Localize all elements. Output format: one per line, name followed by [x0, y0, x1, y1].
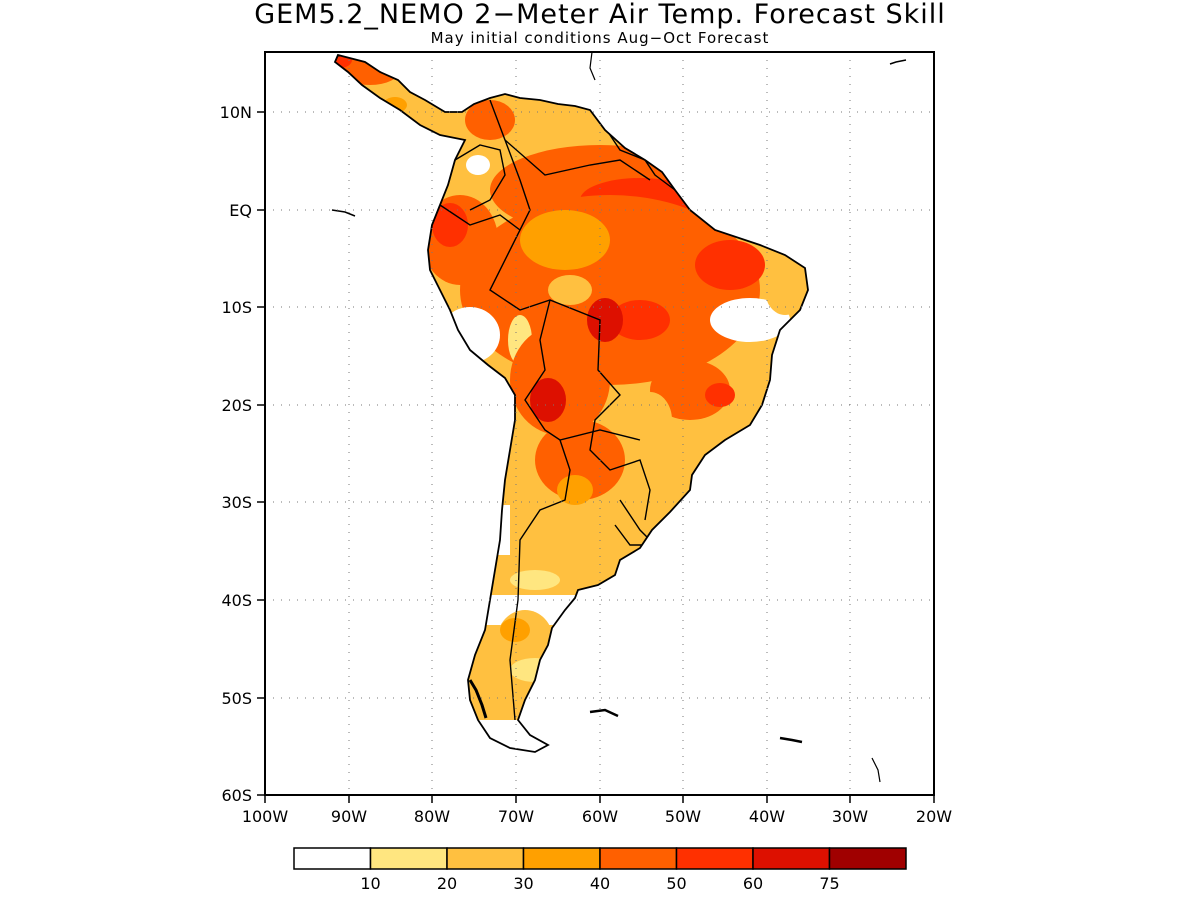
lat-tick-label: 50S — [221, 689, 252, 708]
colorbar-label: 50 — [666, 874, 686, 893]
axis-ticks — [257, 111, 935, 803]
lat-tick-label: 40S — [221, 591, 252, 610]
lat-tick-label: 30S — [221, 493, 252, 512]
colorbar-label: 20 — [437, 874, 457, 893]
colorbar-label: 60 — [743, 874, 763, 893]
lat-tick-label: 10N — [220, 103, 252, 122]
lat-tick-label: 20S — [221, 396, 252, 415]
colorbar-swatch — [828, 847, 907, 870]
map-title: GEM5.2_NEMO 2−Meter Air Temp. Forecast S… — [254, 0, 946, 30]
colorbar-swatch — [293, 847, 372, 870]
lon-tick-label: 50W — [665, 807, 701, 826]
lon-tick-label: 90W — [331, 807, 367, 826]
colorbar: 10 20 30 40 50 60 75 — [293, 847, 907, 893]
lon-tick-label: 40W — [749, 807, 785, 826]
colorbar-label: 40 — [590, 874, 610, 893]
colorbar-swatch — [446, 847, 525, 870]
lat-tick-label: EQ — [229, 201, 252, 220]
lon-tick-label: 30W — [832, 807, 868, 826]
coastlines — [331, 52, 907, 783]
map-subtitle: May initial conditions Aug−Oct Forecast — [430, 29, 770, 47]
country-borders — [439, 99, 676, 721]
lon-tick-label: 80W — [414, 807, 450, 826]
lon-tick-label: 60W — [582, 807, 618, 826]
colorbar-swatch — [522, 847, 601, 870]
lat-tick-label: 60S — [221, 786, 252, 805]
lon-tick-label: 70W — [498, 807, 534, 826]
colorbar-swatch — [675, 847, 754, 870]
colorbar-label: 30 — [513, 874, 533, 893]
lon-tick-label: 20W — [916, 807, 952, 826]
colorbar-swatch — [369, 847, 448, 870]
colorbar-swatch — [599, 847, 678, 870]
colorbar-label: 10 — [360, 874, 380, 893]
lon-tick-label: 100W — [242, 807, 289, 826]
lat-tick-label: 10S — [221, 298, 252, 317]
colorbar-label: 75 — [819, 874, 839, 893]
colorbar-swatch — [752, 847, 831, 870]
